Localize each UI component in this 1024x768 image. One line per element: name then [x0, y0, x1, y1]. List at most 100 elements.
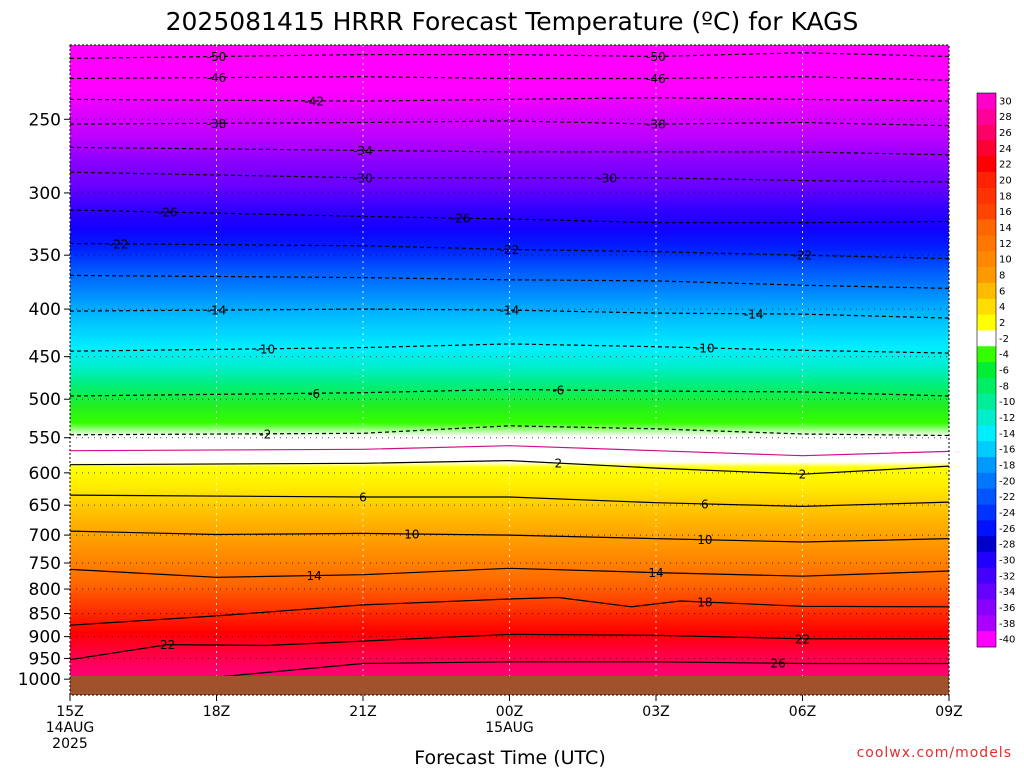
colorbar-swatch: [977, 267, 996, 284]
x-tick-label: 21Z: [349, 704, 376, 720]
colorbar-label: -10: [999, 397, 1015, 408]
y-tick-label: 700: [29, 526, 61, 546]
colorbar-label: -8: [999, 381, 1009, 392]
isotherm-label: -22: [500, 243, 520, 257]
x-tick-label: 2025: [52, 736, 88, 752]
colorbar-label: -24: [999, 508, 1015, 519]
isotherm-line: [70, 308, 949, 319]
colorbar-label: 22: [999, 160, 1012, 171]
y-tick-label: 350: [29, 246, 61, 266]
isotherm-line: [216, 661, 949, 678]
isotherm-label: -30: [597, 171, 617, 185]
isotherm-line: [70, 494, 949, 508]
colorbar-label: 18: [999, 191, 1012, 202]
isotherm-line: [70, 530, 949, 543]
colorbar-swatch: [977, 282, 996, 300]
isotherm-line: [70, 97, 949, 102]
colorbar-swatch: [977, 425, 996, 442]
isotherm-label: -42: [304, 94, 324, 108]
isotherm-line: [70, 425, 949, 437]
colorbar-swatch: [977, 377, 996, 395]
x-tick-label: 06Z: [789, 704, 816, 720]
colorbar-label: 8: [999, 271, 1005, 282]
colorbar-label: -12: [999, 413, 1015, 424]
isotherm-label: 26: [770, 657, 785, 671]
chart-title: 2025081415 HRRR Forecast Temperature (ºC…: [166, 7, 859, 36]
colorbar-label: -28: [999, 540, 1015, 551]
isotherm-label: -46: [207, 71, 227, 85]
colorbar-frame: [976, 92, 997, 648]
isotherm-label: -10: [695, 341, 715, 355]
colorbar-swatch: [977, 409, 996, 426]
colorbar-swatch: [977, 504, 996, 521]
colorbar-swatch: [977, 472, 996, 490]
colorbar-label: 14: [999, 223, 1012, 234]
isotherm-line: [70, 633, 949, 661]
isotherm-label: -50: [207, 50, 227, 64]
y-tick-label: 750: [29, 554, 61, 574]
colorbar-label: -32: [999, 571, 1015, 582]
isotherm-line: [70, 52, 949, 59]
colorbar-label: -36: [999, 603, 1015, 614]
isotherm-line: [70, 459, 949, 475]
colorbar-label: 10: [999, 255, 1012, 266]
colorbar-swatch: [977, 362, 996, 379]
x-tick-label: 00Z: [496, 704, 523, 720]
colorbar-label: -2: [999, 334, 1009, 345]
isotherm-label: 2: [799, 468, 807, 482]
isotherm-label: -22: [109, 237, 129, 251]
x-tick-label: 15AUG: [485, 720, 534, 736]
isotherm-label: -14: [500, 304, 520, 318]
colorbar-label: -16: [999, 445, 1015, 456]
colorbar-label: 12: [999, 239, 1012, 250]
colorbar-label: -30: [999, 555, 1015, 566]
colorbar-swatch: [977, 552, 996, 569]
surface-terrain: [70, 676, 949, 695]
colorbar-label: 16: [999, 207, 1012, 218]
isotherm-label: -50: [646, 50, 666, 64]
colorbar-label: -4: [999, 350, 1009, 361]
isotherm-label: -26: [158, 206, 178, 220]
colorbar-label: -38: [999, 619, 1015, 630]
y-tick-label: 850: [29, 605, 61, 625]
isotherm-label: -2: [259, 427, 271, 441]
isotherm-lines: [70, 52, 949, 678]
colorbar-label: -26: [999, 524, 1015, 535]
colorbar-label: -20: [999, 476, 1015, 487]
x-tick-label: 15Z: [56, 704, 83, 720]
isotherm-labels: -50 -50-46 -46-42-38 -38-34-30 -30-26 -26-22-…: [109, 50, 812, 671]
gridlines: [70, 45, 949, 695]
y-tick-label: 1000: [18, 670, 61, 690]
isotherm-label: 10: [404, 527, 419, 541]
x-tick-label: 03Z: [642, 704, 669, 720]
colorbar-swatch: [977, 219, 996, 236]
y-tick-label: 900: [29, 628, 61, 648]
colorbar-label: -6: [999, 366, 1009, 377]
y-tick-label: 300: [29, 184, 61, 204]
isotherm-label: 14: [307, 569, 322, 583]
isotherm-line: [70, 445, 949, 457]
isotherm-line: [70, 274, 949, 289]
colorbar-swatch: [977, 567, 996, 584]
colorbar-swatch: [977, 203, 996, 220]
colorbar-swatch: [977, 108, 996, 125]
isotherm-label: -34: [353, 144, 373, 158]
isotherm-label: -26: [451, 212, 471, 226]
x-tick-label: 14AUG: [46, 720, 95, 736]
colorbar-swatch: [977, 599, 996, 616]
colorbar-label: 24: [999, 144, 1012, 155]
isotherm-label: 10: [697, 533, 712, 547]
x-tick-label: 18Z: [203, 704, 230, 720]
y-tick-label: 650: [29, 496, 61, 516]
isotherm-line: [70, 242, 949, 260]
y-tick-label: 550: [29, 429, 61, 449]
colorbar-swatch: [977, 140, 996, 157]
isotherm-line: [70, 343, 949, 354]
pressure-axis: 250 300 350 400 450 500 550 600 650 700 750 800 850 9…: [18, 110, 70, 690]
colorbar-swatch: [977, 314, 996, 331]
isotherm-line: [70, 567, 949, 578]
y-tick-label: 600: [29, 464, 61, 484]
colorbar-swatch: [977, 330, 996, 347]
y-tick-label: 950: [29, 649, 61, 669]
